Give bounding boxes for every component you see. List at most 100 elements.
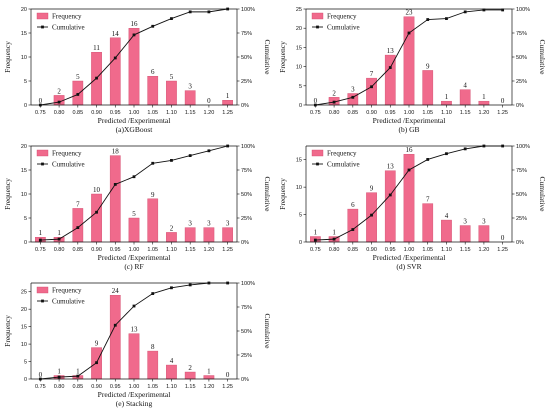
cumulative-point xyxy=(445,17,448,20)
bar-value-label: 1 xyxy=(57,229,61,237)
chart-svg: 1 1 7 10 18 5 9 2 3 3 3 0 5 10 15 20 0% 25% 50% 75% 100% 0.75… xyxy=(3,144,272,271)
chart-panel-xgboost: 0 2 5 11 14 16 6 5 3 0 1 0 5 10 15 20 0% 25% 50% 75% 100% 0.7… xyxy=(0,0,275,136)
cumulative-point xyxy=(113,323,117,327)
y2-tick-label: 100% xyxy=(241,281,255,287)
bar-value-label: 6 xyxy=(351,201,355,209)
cumulative-point xyxy=(132,175,136,179)
bar-value-label: 14 xyxy=(112,30,120,38)
y2-tick-label: 100% xyxy=(516,7,530,13)
x-tick-label: 1.20 xyxy=(479,110,490,116)
bar-value-label: 2 xyxy=(332,89,336,97)
x-tick-label: 0.75 xyxy=(310,247,321,253)
x-tick-label: 0.90 xyxy=(91,247,102,253)
bar-value-label: 5 xyxy=(170,73,174,81)
y2-tick-label: 0% xyxy=(516,103,524,109)
chart-caption: (c) RF xyxy=(124,262,143,271)
frequency-bar xyxy=(441,219,452,243)
frequency-bar xyxy=(72,80,84,106)
frequency-bar xyxy=(478,100,490,106)
bar-value-label: 1 xyxy=(314,229,318,237)
y2-tick-label: 75% xyxy=(516,31,527,37)
bar-value-label: 1 xyxy=(39,229,43,237)
y-tick-label: 15 xyxy=(21,31,27,37)
x-tick-label: 1.05 xyxy=(147,384,158,390)
x-tick-label: 1.00 xyxy=(404,110,415,116)
legend-marker-cumulative xyxy=(41,162,44,166)
x-tick-label: 0.95 xyxy=(110,247,121,253)
bar-value-label: 0 xyxy=(314,97,318,105)
legend-label-cumulative: Cumulative xyxy=(52,161,85,169)
cumulative-point xyxy=(95,210,98,214)
y-tick-label: 10 xyxy=(21,342,27,348)
y2-tick-label: 50% xyxy=(241,55,252,61)
cumulative-point xyxy=(188,283,192,287)
cumulative-point xyxy=(38,103,42,107)
y-tick-label: 5 xyxy=(24,216,27,222)
legend-swatch-frequency xyxy=(36,286,49,294)
x-tick-label: 0.75 xyxy=(35,110,46,116)
cumulative-point xyxy=(332,100,336,104)
frequency-bar xyxy=(384,170,396,243)
y2-tick-label: 25% xyxy=(241,79,252,85)
cumulative-point xyxy=(113,56,117,60)
bar-value-label: 1 xyxy=(226,92,230,100)
bar-value-label: 0 xyxy=(39,97,43,105)
y2-tick-label: 50% xyxy=(241,192,252,198)
cumulative-point xyxy=(407,31,411,35)
y-tick-label: 5 xyxy=(299,84,302,90)
chart-caption: (b) GB xyxy=(398,125,419,134)
y2-tick-label: 0% xyxy=(516,240,524,246)
frequency-bar xyxy=(128,217,140,243)
cumulative-point xyxy=(57,237,61,241)
x-tick-label: 1.20 xyxy=(204,384,215,390)
cumulative-point xyxy=(332,237,336,241)
x-tick-label: 0.95 xyxy=(385,110,396,116)
bar-value-label: 9 xyxy=(151,191,155,199)
legend-label-frequency: Frequency xyxy=(327,150,357,158)
x-tick-label: 0.95 xyxy=(385,247,396,253)
bar-value-label: 2 xyxy=(57,87,61,95)
legend-label-frequency: Frequency xyxy=(52,150,82,158)
x-tick-label: 1.25 xyxy=(222,110,233,116)
y2-tick-label: 75% xyxy=(241,168,252,174)
y-tick-label: 10 xyxy=(296,185,302,191)
cumulative-point xyxy=(426,18,430,21)
x-tick-label: 1.05 xyxy=(147,247,158,253)
cumulative-point xyxy=(482,8,486,12)
frequency-bar xyxy=(147,75,159,106)
bar-value-label: 1 xyxy=(57,368,61,376)
legend-swatch-frequency xyxy=(36,149,49,157)
cumulative-point xyxy=(38,377,42,381)
y2-tick-label: 0% xyxy=(241,377,249,383)
x-tick-label: 0.85 xyxy=(72,247,83,253)
frequency-bar xyxy=(222,99,233,106)
cumulative-point xyxy=(170,17,173,20)
frequency-bar xyxy=(147,198,159,243)
y-axis-title: Frequency xyxy=(3,41,12,73)
legend-label-frequency: Frequency xyxy=(327,13,357,21)
x-tick-label: 1.10 xyxy=(441,110,452,116)
y2-tick-label: 100% xyxy=(241,144,255,150)
y-tick-label: 5 xyxy=(24,79,27,85)
cumulative-point xyxy=(426,158,430,161)
bar-value-label: 24 xyxy=(112,287,120,295)
bar-value-label: 3 xyxy=(463,218,467,226)
y2-tick-label: 50% xyxy=(516,55,527,61)
frequency-bar xyxy=(91,193,102,243)
bar-value-label: 3 xyxy=(207,220,211,228)
cumulative-point xyxy=(370,85,373,89)
bar-value-label: 23 xyxy=(406,9,414,17)
x-tick-label: 1.15 xyxy=(185,384,196,390)
y2-axis-title: Cumulative xyxy=(263,40,272,76)
bar-value-label: 0 xyxy=(207,97,211,105)
y-axis-title: Frequency xyxy=(278,41,287,73)
cumulative-point xyxy=(170,286,173,290)
chart-caption: (a)XGBoost xyxy=(116,125,154,134)
bar-value-label: 18 xyxy=(112,148,120,156)
cumulative-point xyxy=(188,154,192,157)
bar-value-label: 13 xyxy=(387,163,395,171)
y2-tick-label: 100% xyxy=(516,144,530,150)
frequency-bar xyxy=(422,203,434,243)
x-tick-label: 1.00 xyxy=(404,247,415,253)
